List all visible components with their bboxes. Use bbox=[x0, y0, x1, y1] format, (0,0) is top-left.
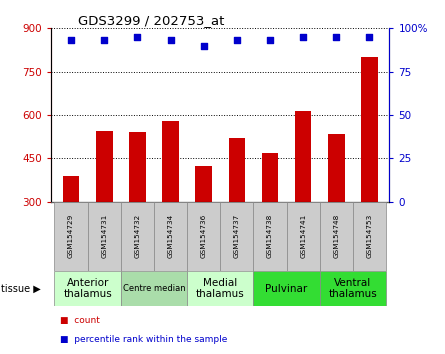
FancyBboxPatch shape bbox=[187, 202, 220, 271]
Point bbox=[134, 34, 141, 40]
Text: GSM154741: GSM154741 bbox=[300, 214, 306, 258]
Point bbox=[233, 38, 240, 43]
Point bbox=[366, 34, 373, 40]
Text: GDS3299 / 202753_at: GDS3299 / 202753_at bbox=[78, 14, 225, 27]
Text: ■  percentile rank within the sample: ■ percentile rank within the sample bbox=[60, 335, 227, 344]
Text: GSM154731: GSM154731 bbox=[101, 214, 107, 258]
Text: tissue ▶: tissue ▶ bbox=[1, 284, 40, 293]
FancyBboxPatch shape bbox=[320, 202, 353, 271]
Text: GSM154729: GSM154729 bbox=[68, 214, 74, 258]
FancyBboxPatch shape bbox=[154, 202, 187, 271]
Text: GSM154732: GSM154732 bbox=[134, 214, 140, 258]
FancyBboxPatch shape bbox=[187, 271, 254, 306]
FancyBboxPatch shape bbox=[54, 271, 121, 306]
FancyBboxPatch shape bbox=[254, 271, 320, 306]
Point bbox=[299, 34, 307, 40]
FancyBboxPatch shape bbox=[320, 271, 386, 306]
Bar bbox=[96, 131, 113, 202]
Text: Anterior
thalamus: Anterior thalamus bbox=[63, 278, 112, 299]
Text: GSM154736: GSM154736 bbox=[201, 214, 206, 258]
Bar bbox=[129, 132, 146, 202]
Point bbox=[167, 38, 174, 43]
Text: GSM154753: GSM154753 bbox=[367, 214, 372, 258]
Bar bbox=[328, 134, 344, 202]
FancyBboxPatch shape bbox=[121, 271, 187, 306]
Bar bbox=[361, 57, 378, 202]
FancyBboxPatch shape bbox=[220, 202, 254, 271]
Point bbox=[200, 43, 207, 48]
Point bbox=[333, 34, 340, 40]
Point bbox=[68, 38, 75, 43]
Text: Medial
thalamus: Medial thalamus bbox=[196, 278, 245, 299]
Text: GSM154734: GSM154734 bbox=[167, 214, 174, 258]
Text: Pulvinar: Pulvinar bbox=[266, 284, 307, 293]
Bar bbox=[295, 111, 312, 202]
Text: Ventral
thalamus: Ventral thalamus bbox=[328, 278, 377, 299]
Point bbox=[267, 38, 274, 43]
Bar bbox=[162, 121, 179, 202]
FancyBboxPatch shape bbox=[54, 202, 88, 271]
Bar bbox=[195, 166, 212, 202]
FancyBboxPatch shape bbox=[254, 202, 287, 271]
Text: GSM154737: GSM154737 bbox=[234, 214, 240, 258]
Bar bbox=[262, 153, 278, 202]
FancyBboxPatch shape bbox=[121, 202, 154, 271]
Bar bbox=[63, 176, 79, 202]
FancyBboxPatch shape bbox=[353, 202, 386, 271]
FancyBboxPatch shape bbox=[287, 202, 320, 271]
Text: GSM154738: GSM154738 bbox=[267, 214, 273, 258]
FancyBboxPatch shape bbox=[88, 202, 121, 271]
Text: ■  count: ■ count bbox=[60, 316, 100, 325]
Bar bbox=[229, 138, 245, 202]
Point bbox=[101, 38, 108, 43]
Text: GSM154748: GSM154748 bbox=[333, 214, 340, 258]
Text: Centre median: Centre median bbox=[123, 284, 185, 293]
